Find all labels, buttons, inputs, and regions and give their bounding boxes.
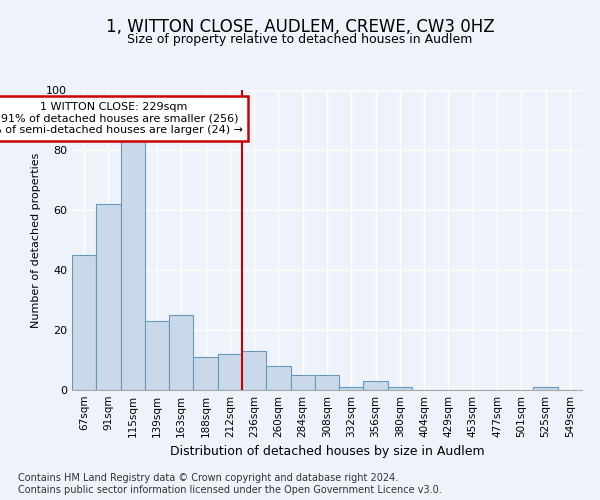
Y-axis label: Number of detached properties: Number of detached properties [31,152,41,328]
X-axis label: Distribution of detached houses by size in Audlem: Distribution of detached houses by size … [170,446,484,458]
Bar [388,387,412,390]
Bar [290,375,315,390]
Bar [96,204,121,390]
Bar [169,315,193,390]
Text: 1 WITTON CLOSE: 229sqm
← 91% of detached houses are smaller (256)
9% of semi-det: 1 WITTON CLOSE: 229sqm ← 91% of detached… [0,102,243,135]
Bar [72,255,96,390]
Bar [193,357,218,390]
Bar [242,351,266,390]
Bar [315,375,339,390]
Bar [339,387,364,390]
Text: 1, WITTON CLOSE, AUDLEM, CREWE, CW3 0HZ: 1, WITTON CLOSE, AUDLEM, CREWE, CW3 0HZ [106,18,494,36]
Bar [266,366,290,390]
Text: Contains HM Land Registry data © Crown copyright and database right 2024.
Contai: Contains HM Land Registry data © Crown c… [18,474,442,495]
Bar [218,354,242,390]
Bar [533,387,558,390]
Bar [145,321,169,390]
Text: Size of property relative to detached houses in Audlem: Size of property relative to detached ho… [127,32,473,46]
Bar [121,138,145,390]
Bar [364,381,388,390]
